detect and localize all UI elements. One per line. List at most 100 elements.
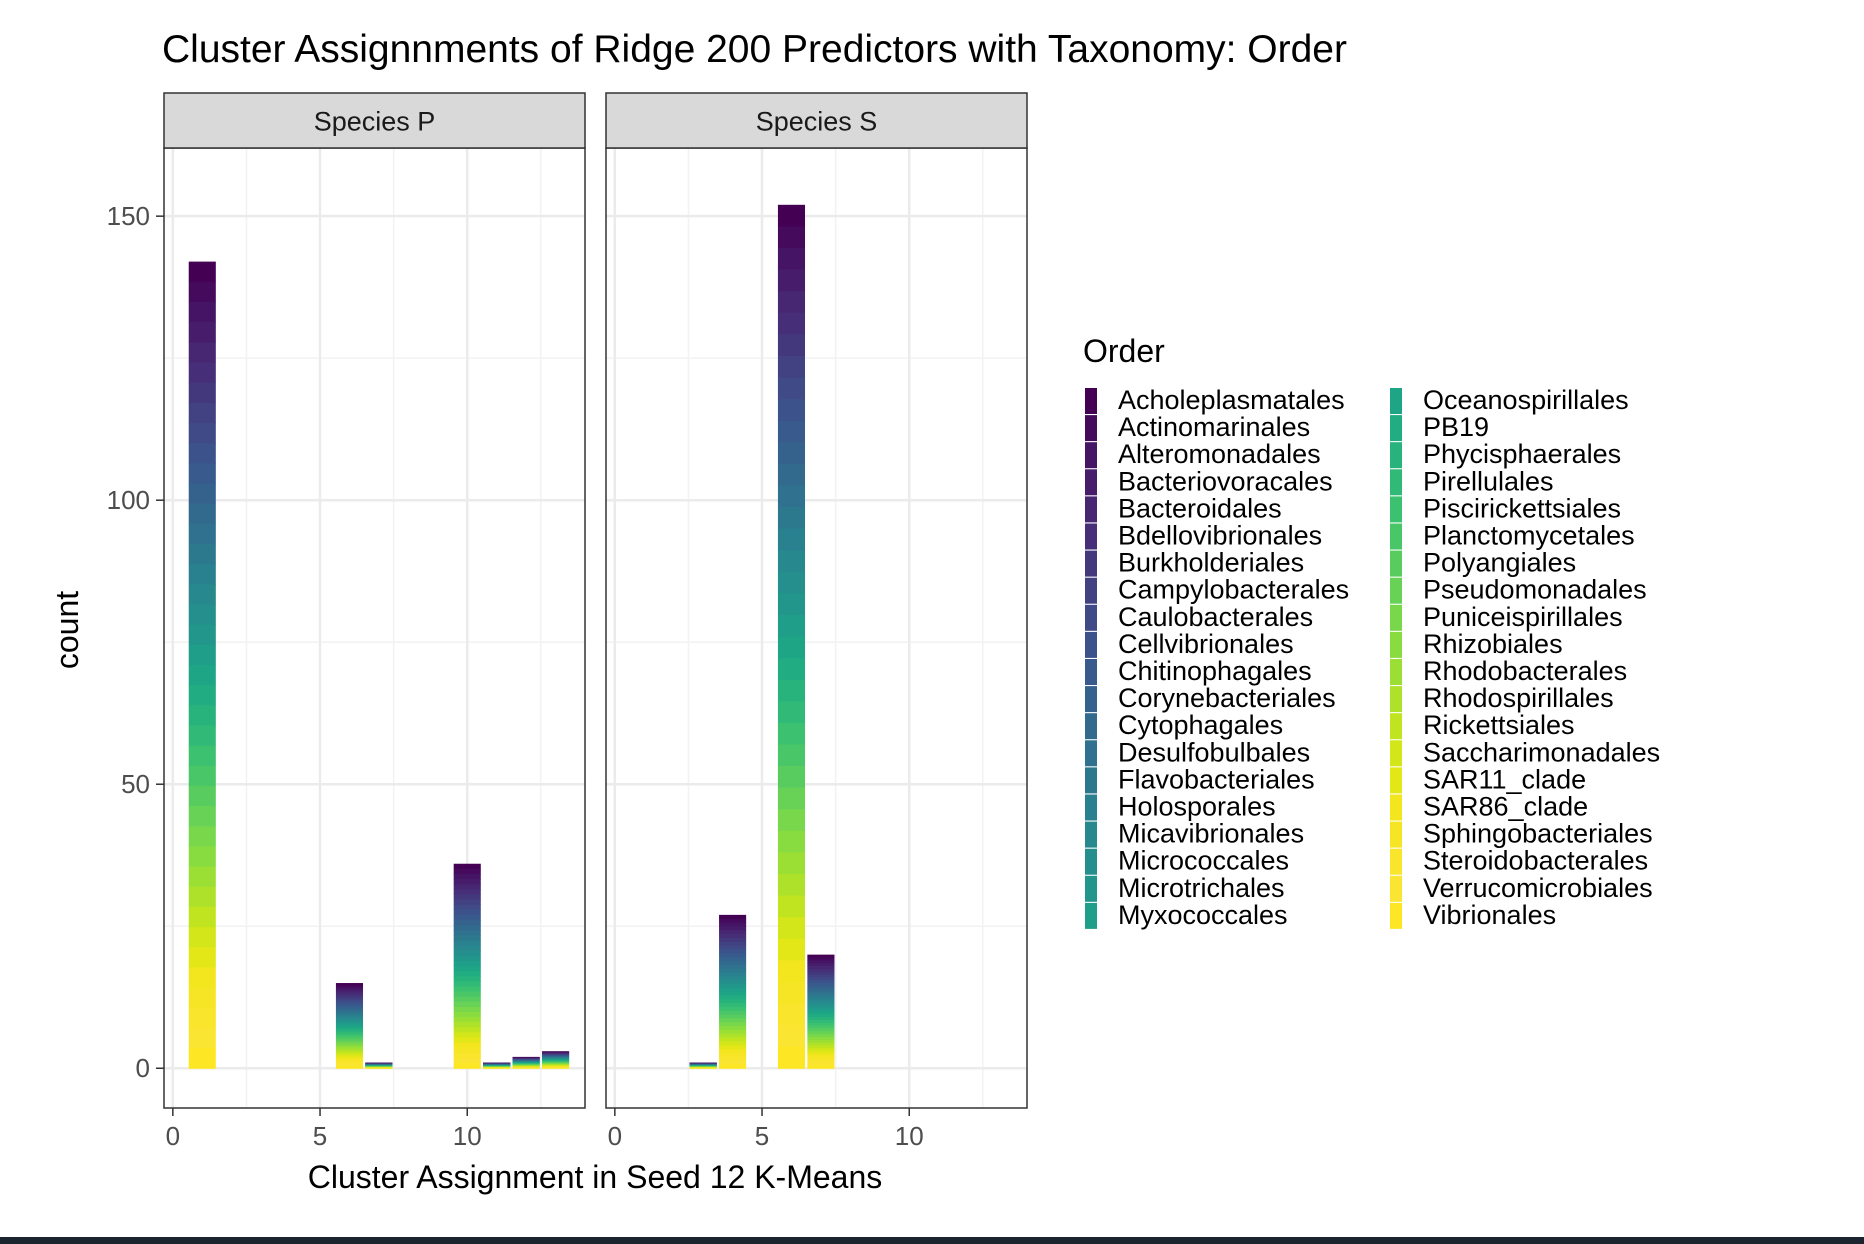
legend-label: Vibrionales xyxy=(1423,900,1556,930)
legend-label: Bacteroidales xyxy=(1118,493,1282,523)
bar xyxy=(719,914,747,1069)
legend-label: SAR11_clade xyxy=(1423,764,1586,794)
bar-segment xyxy=(188,281,216,303)
bar-segment xyxy=(335,1017,364,1020)
bar-segment xyxy=(335,1014,364,1018)
bar-segment xyxy=(453,930,481,936)
bar-segment xyxy=(777,269,806,292)
legend-item: Bacteroidales xyxy=(1085,493,1282,523)
bar-segment xyxy=(807,1017,835,1021)
bar-segment xyxy=(719,995,747,1000)
bar-segment xyxy=(719,1010,747,1016)
bar-segment xyxy=(777,442,806,465)
x-tick-label: 0 xyxy=(608,1121,622,1151)
bar-segment xyxy=(335,1040,364,1044)
legend-label: SAR86_clade xyxy=(1423,792,1588,822)
bar-segment xyxy=(453,986,481,993)
legend-swatch xyxy=(1390,659,1402,685)
legend-item: Burkholderiales xyxy=(1085,548,1304,578)
bar-segment xyxy=(453,919,481,926)
bar xyxy=(542,1051,570,1069)
bar-segment xyxy=(335,1044,364,1048)
bar-segment xyxy=(188,1027,216,1049)
legend-item: Sphingobacteriales xyxy=(1390,819,1653,849)
legend-label: Burkholderiales xyxy=(1118,548,1304,578)
bar-segment xyxy=(719,1033,747,1039)
bar-segment xyxy=(777,226,806,249)
bar-segment xyxy=(453,879,481,885)
bar xyxy=(512,1056,540,1069)
legend-label: Cellvibrionales xyxy=(1118,629,1294,659)
bar-segment xyxy=(719,1026,747,1031)
bar-segment xyxy=(807,1005,835,1010)
bar-segment xyxy=(777,917,806,940)
bar-segment xyxy=(335,1008,364,1012)
legend-swatch xyxy=(1085,848,1097,875)
bar-segment xyxy=(335,1032,364,1035)
x-tick-label: 5 xyxy=(313,1121,327,1151)
bar-segment xyxy=(335,1034,364,1037)
bar-segment xyxy=(807,1008,835,1013)
bar-segment xyxy=(777,312,806,335)
legend-swatch xyxy=(1390,523,1402,550)
legend-label: Flavobacteriales xyxy=(1118,764,1315,794)
legend-swatch xyxy=(1390,875,1402,902)
bar-segment xyxy=(188,584,216,606)
legend-swatch xyxy=(1085,469,1097,496)
bar-segment xyxy=(335,1066,364,1069)
bar-segment xyxy=(807,997,835,1001)
legend-item: SAR86_clade xyxy=(1390,792,1588,822)
bar-segment xyxy=(777,355,806,379)
legend-swatch xyxy=(1390,740,1402,767)
bar-segment xyxy=(807,1039,835,1044)
bar-segment xyxy=(719,1006,747,1012)
legend-item: SAR11_clade xyxy=(1390,764,1586,794)
bar-segment xyxy=(719,1049,747,1054)
bar-segment xyxy=(453,925,481,931)
legend-swatch xyxy=(1390,577,1402,604)
bar-segment xyxy=(335,1036,364,1040)
bar-segment xyxy=(188,503,216,525)
legend-item: Pirellulales xyxy=(1390,466,1554,496)
bar-segment xyxy=(453,976,481,982)
bar-segment xyxy=(335,993,364,997)
legend-swatch xyxy=(1390,767,1402,794)
legend-swatch xyxy=(1390,713,1402,740)
legend-label: Actinomarinales xyxy=(1118,412,1310,442)
legend-swatch xyxy=(1390,848,1402,875)
legend-swatch xyxy=(1085,415,1097,442)
legend-item: Cytophagales xyxy=(1085,710,1283,740)
legend-label: Myxococcales xyxy=(1118,900,1288,930)
bar-segment xyxy=(335,995,364,999)
bar-segment xyxy=(719,930,747,935)
bar-segment xyxy=(807,968,835,973)
bar-segment xyxy=(807,1031,835,1035)
bar-segment xyxy=(453,1052,481,1059)
y-tick-label: 50 xyxy=(121,769,150,799)
bar-segment xyxy=(335,1063,364,1067)
legend-swatch xyxy=(1390,631,1402,658)
bar-segment xyxy=(335,1057,364,1061)
bar-segment xyxy=(335,1019,364,1022)
bar-segment xyxy=(807,960,835,964)
bar-segment xyxy=(453,868,481,875)
bar xyxy=(453,863,481,1069)
bar-segment xyxy=(807,1022,835,1027)
bar xyxy=(335,983,364,1069)
bar-segment xyxy=(807,1025,835,1030)
bar-segment xyxy=(188,927,216,948)
legend-swatch xyxy=(1390,496,1402,523)
bar-segment xyxy=(188,301,216,323)
bar-segment xyxy=(777,528,806,551)
bar-segment xyxy=(807,1051,835,1055)
bar-segment xyxy=(807,1062,835,1066)
bar-segment xyxy=(453,960,481,967)
bar-segment xyxy=(719,1022,747,1027)
legend-label: Caulobacterales xyxy=(1118,602,1313,632)
bar-segment xyxy=(188,422,216,444)
legend-item: Piscirickettsiales xyxy=(1390,493,1621,523)
bar-segment xyxy=(719,991,747,996)
legend-label: Planctomycetales xyxy=(1423,521,1635,551)
bar-segment xyxy=(188,1007,216,1029)
